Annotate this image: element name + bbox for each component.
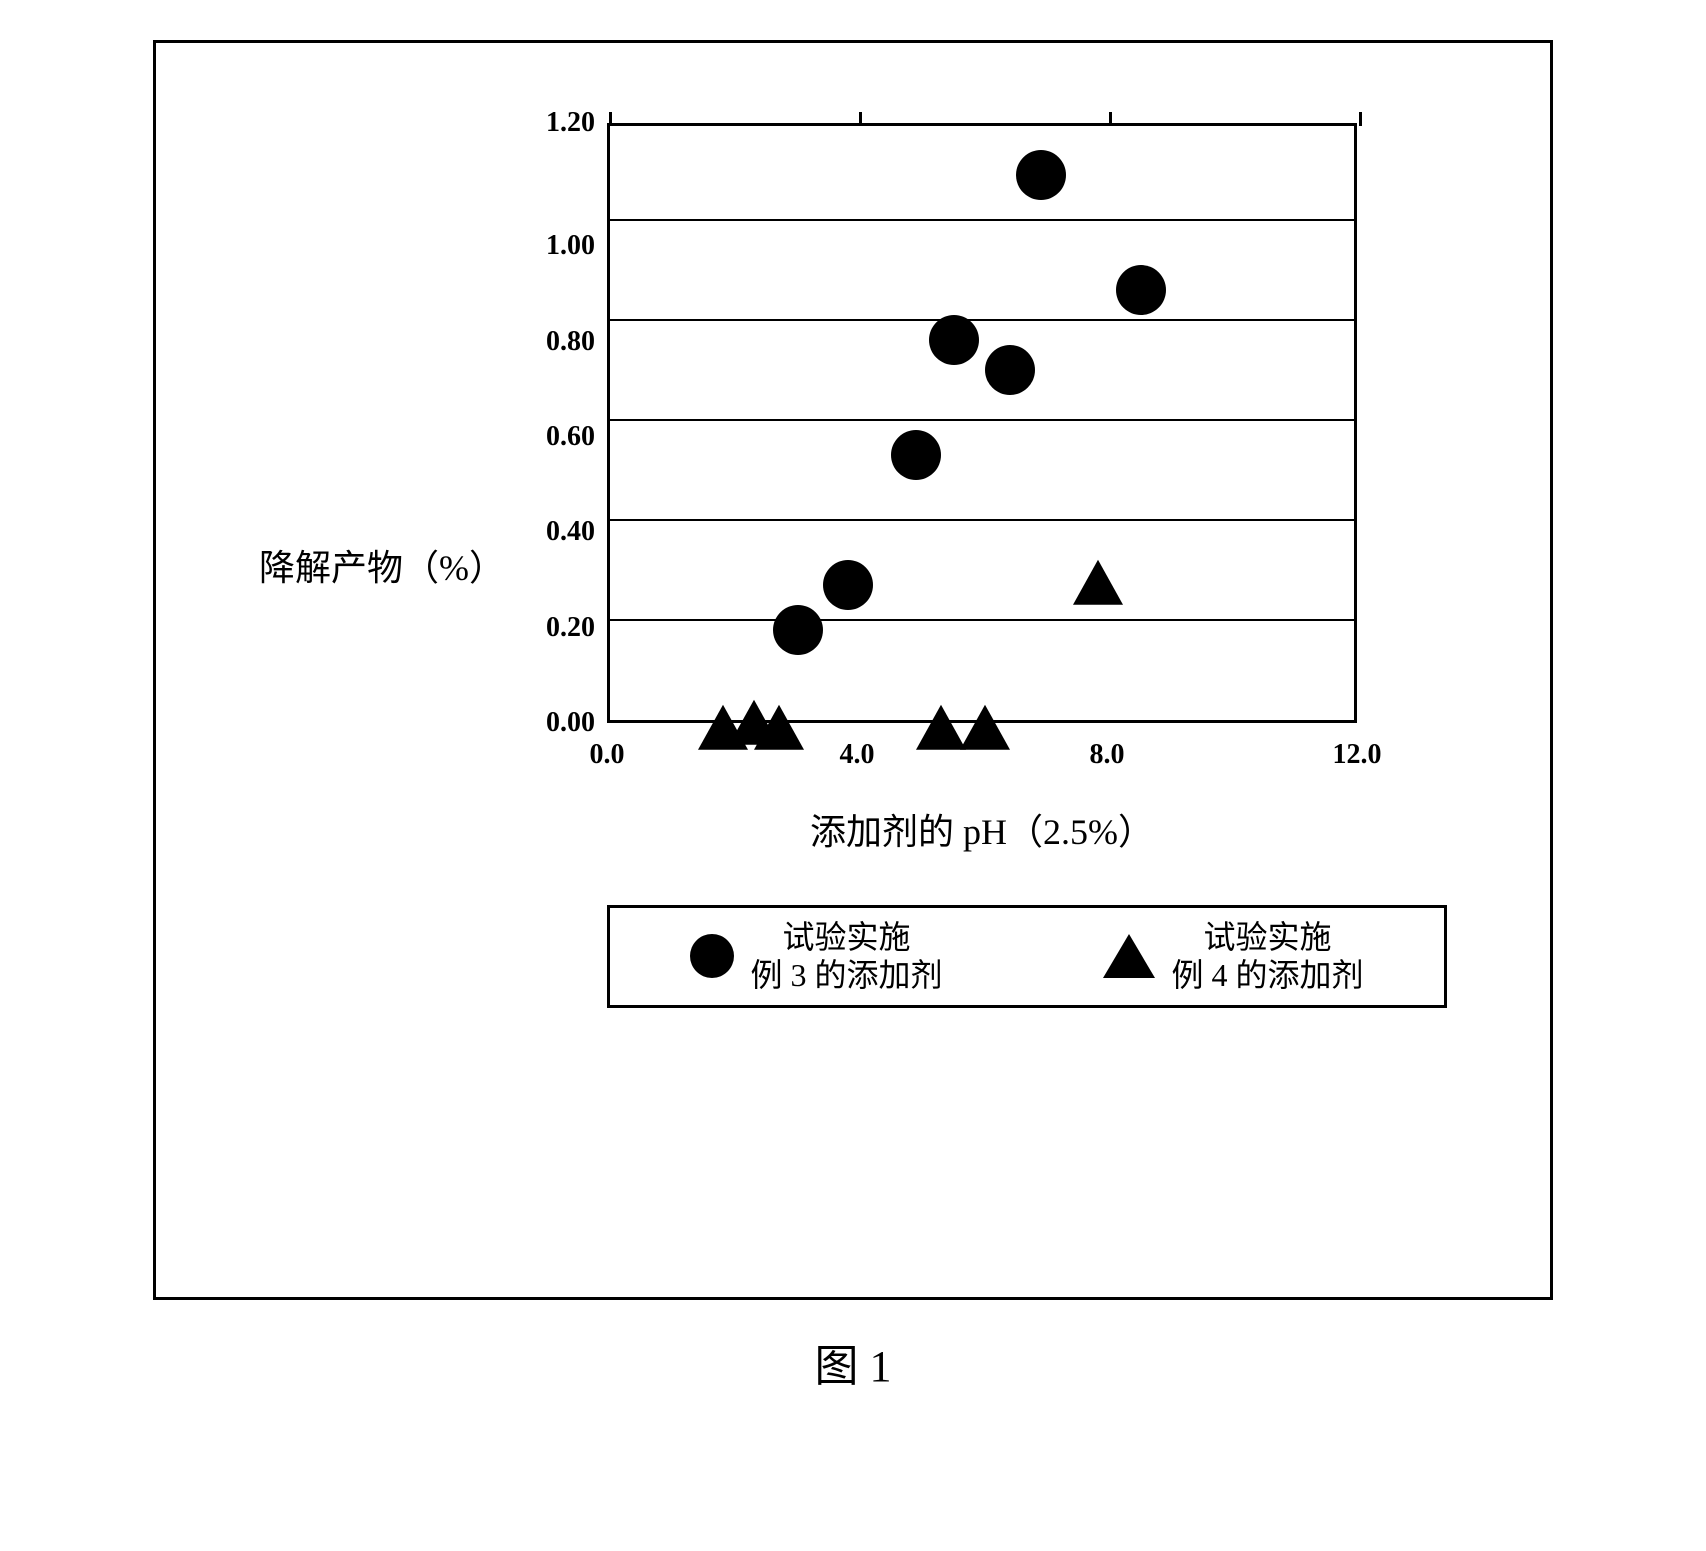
data-point-circle (929, 315, 979, 365)
y-tick-label: 0.20 (525, 614, 595, 642)
legend-marker-circle (690, 934, 734, 978)
gridline-h (610, 319, 1354, 321)
plot-area (607, 123, 1357, 723)
y-tick-label: 0.80 (525, 328, 595, 356)
y-axis-title: 降解产物（%） (259, 539, 505, 591)
x-tick-mark (859, 112, 862, 126)
chart-row: 降解产物（%） 1.201.000.800.600.400.200.00 0.0… (156, 123, 1550, 1008)
legend-label: 试验实施例 4 的添加剂 (1171, 918, 1363, 995)
legend-label: 试验实施例 3 的添加剂 (750, 918, 942, 995)
x-tick-label: 0.0 (590, 739, 625, 771)
gridline-h (610, 519, 1354, 521)
x-ticks: 0.04.08.012.0 (607, 723, 1357, 773)
y-tick-label: 1.20 (525, 109, 595, 137)
legend-item: 试验实施例 3 的添加剂 (690, 918, 942, 995)
x-axis-title: 添加剂的 pH（2.5%） (607, 803, 1357, 855)
figure-caption: 图 1 (815, 1330, 892, 1394)
data-point-circle (773, 605, 823, 655)
data-point-circle (1016, 150, 1066, 200)
legend: 试验实施例 3 的添加剂 试验实施例 4 的添加剂 (607, 905, 1447, 1008)
x-tick-mark (1109, 112, 1112, 126)
data-point-circle (985, 345, 1035, 395)
x-tick-label: 4.0 (840, 739, 875, 771)
gridline-h (610, 619, 1354, 621)
x-tick-label: 8.0 (1090, 739, 1125, 771)
chart-column: 1.201.000.800.600.400.200.00 0.04.08.012… (525, 123, 1447, 1008)
legend-item: 试验实施例 4 的添加剂 (1103, 918, 1363, 995)
x-tick-label: 12.0 (1333, 739, 1382, 771)
gridline-h (610, 219, 1354, 221)
y-tick-label: 0.60 (525, 423, 595, 451)
data-point-circle (891, 430, 941, 480)
legend-marker-triangle (1103, 934, 1155, 978)
data-point-circle (823, 560, 873, 610)
y-ticks: 1.201.000.800.600.400.200.00 (525, 123, 595, 723)
data-point-triangle (1073, 560, 1123, 605)
gridline-h (610, 419, 1354, 421)
x-tick-mark (1359, 112, 1362, 126)
figure-frame: 降解产物（%） 1.20 1.00 0.80 0.60 0.40 0.20 0.00 0.0… (153, 40, 1553, 1300)
x-tick-mark (609, 112, 612, 126)
y-tick-label: 0.40 (525, 518, 595, 546)
plot-wrapper: 1.201.000.800.600.400.200.00 (525, 123, 1447, 723)
data-point-circle (1116, 265, 1166, 315)
y-tick-label: 1.00 (525, 232, 595, 260)
y-tick-label: 0.00 (525, 709, 595, 737)
